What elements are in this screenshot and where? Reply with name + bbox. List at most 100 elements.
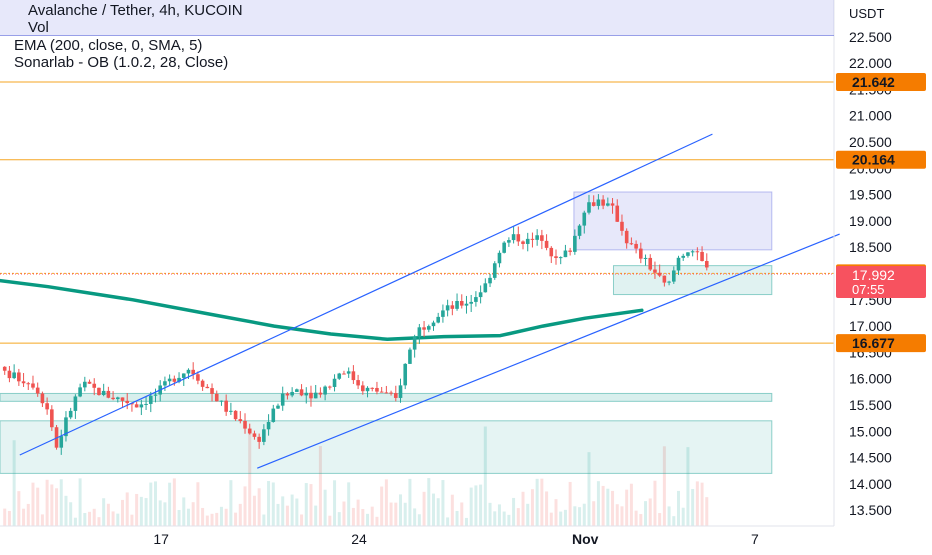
candle-body[interactable]	[167, 378, 172, 382]
candle-body[interactable]	[280, 393, 285, 406]
candle-body[interactable]	[686, 252, 690, 256]
candle-body[interactable]	[662, 275, 667, 283]
candle-body[interactable]	[181, 373, 186, 378]
candle-body[interactable]	[64, 417, 68, 437]
candle-body[interactable]	[370, 387, 375, 389]
candle-body[interactable]	[252, 433, 257, 437]
candle-body[interactable]	[97, 387, 101, 396]
candle-body[interactable]	[59, 436, 64, 448]
candle-body[interactable]	[445, 305, 450, 311]
candle-body[interactable]	[695, 251, 700, 253]
candle-body[interactable]	[403, 363, 408, 386]
candle-body[interactable]	[459, 300, 464, 306]
candle-body[interactable]	[224, 400, 228, 412]
candle-body[interactable]	[78, 387, 82, 397]
candle-body[interactable]	[238, 419, 243, 422]
candle-body[interactable]	[332, 378, 337, 387]
candle-body[interactable]	[92, 383, 97, 388]
candle-body[interactable]	[667, 281, 671, 283]
candle-body[interactable]	[205, 386, 210, 389]
candle-body[interactable]	[441, 310, 445, 317]
candle-body[interactable]	[342, 373, 346, 375]
candle-body[interactable]	[379, 391, 384, 393]
candle-body[interactable]	[328, 386, 332, 388]
candle-body[interactable]	[276, 405, 280, 409]
candle-body[interactable]	[313, 392, 318, 399]
candle-body[interactable]	[426, 326, 431, 330]
candle-body[interactable]	[535, 235, 539, 240]
candle-body[interactable]	[2, 366, 7, 371]
candle-body[interactable]	[309, 392, 313, 399]
candle-body[interactable]	[365, 387, 370, 392]
candle-body[interactable]	[671, 270, 676, 282]
candle-body[interactable]	[83, 381, 87, 388]
candle-body[interactable]	[262, 429, 266, 442]
candle-body[interactable]	[398, 385, 403, 398]
candle-body[interactable]	[455, 300, 459, 309]
candle-body[interactable]	[210, 388, 214, 394]
candle-body[interactable]	[488, 277, 492, 284]
candle-body[interactable]	[139, 404, 144, 408]
candle-body[interactable]	[271, 408, 276, 422]
candle-body[interactable]	[657, 272, 662, 276]
candle-body[interactable]	[40, 393, 45, 404]
candle-body[interactable]	[648, 257, 653, 270]
candle-body[interactable]	[120, 397, 125, 401]
candle-body[interactable]	[676, 257, 681, 271]
candle-body[interactable]	[601, 199, 605, 206]
candle-body[interactable]	[558, 257, 563, 259]
candle-body[interactable]	[431, 322, 436, 327]
candle-body[interactable]	[111, 397, 115, 400]
candle-body[interactable]	[351, 371, 356, 381]
candle-body[interactable]	[643, 257, 648, 259]
candle-body[interactable]	[299, 389, 304, 396]
channel-lower-line[interactable]	[257, 233, 840, 469]
candle-body[interactable]	[492, 263, 497, 278]
candle-body[interactable]	[243, 421, 247, 429]
candle-body[interactable]	[134, 404, 139, 408]
candle-body[interactable]	[214, 393, 219, 402]
candle-body[interactable]	[681, 255, 686, 258]
candle-body[interactable]	[610, 203, 615, 206]
candle-body[interactable]	[21, 381, 26, 384]
candle-body[interactable]	[295, 389, 299, 392]
candle-body[interactable]	[45, 403, 49, 410]
candle-body[interactable]	[634, 243, 638, 249]
candle-body[interactable]	[507, 240, 511, 243]
candle-body[interactable]	[516, 234, 521, 242]
candle-body[interactable]	[582, 212, 587, 226]
channel-lines[interactable]	[19, 133, 840, 469]
candle-body[interactable]	[408, 349, 412, 364]
candle-body[interactable]	[393, 393, 398, 398]
candle-body[interactable]	[483, 283, 488, 293]
candle-body[interactable]	[356, 380, 360, 386]
candle-body[interactable]	[323, 386, 327, 395]
candle-body[interactable]	[587, 202, 591, 213]
candle-body[interactable]	[196, 374, 200, 381]
candle-body[interactable]	[257, 436, 261, 442]
candle-body[interactable]	[474, 297, 478, 302]
candle-body[interactable]	[285, 393, 290, 396]
candle-body[interactable]	[450, 305, 455, 309]
candle-body[interactable]	[346, 371, 351, 374]
candle-body[interactable]	[290, 391, 294, 396]
candle-body[interactable]	[337, 373, 342, 379]
candle-body[interactable]	[375, 387, 379, 392]
candle-body[interactable]	[73, 396, 78, 411]
candle-body[interactable]	[690, 251, 695, 253]
candle-body[interactable]	[502, 242, 506, 253]
candle-body[interactable]	[511, 234, 516, 241]
candle-body[interactable]	[266, 421, 271, 430]
candle-body[interactable]	[469, 301, 473, 304]
candle-body[interactable]	[233, 410, 238, 420]
candle-body[interactable]	[101, 390, 106, 396]
candle-body[interactable]	[219, 400, 224, 402]
time-axis[interactable]: 17 24 Nov 7	[0, 525, 834, 547]
candle-body[interactable]	[573, 235, 577, 252]
candle-body[interactable]	[549, 247, 554, 257]
candle-body[interactable]	[31, 383, 35, 388]
candle-body[interactable]	[50, 409, 54, 428]
channel-upper-line[interactable]	[19, 133, 713, 456]
candle-body[interactable]	[68, 410, 73, 418]
candle-body[interactable]	[606, 203, 610, 206]
